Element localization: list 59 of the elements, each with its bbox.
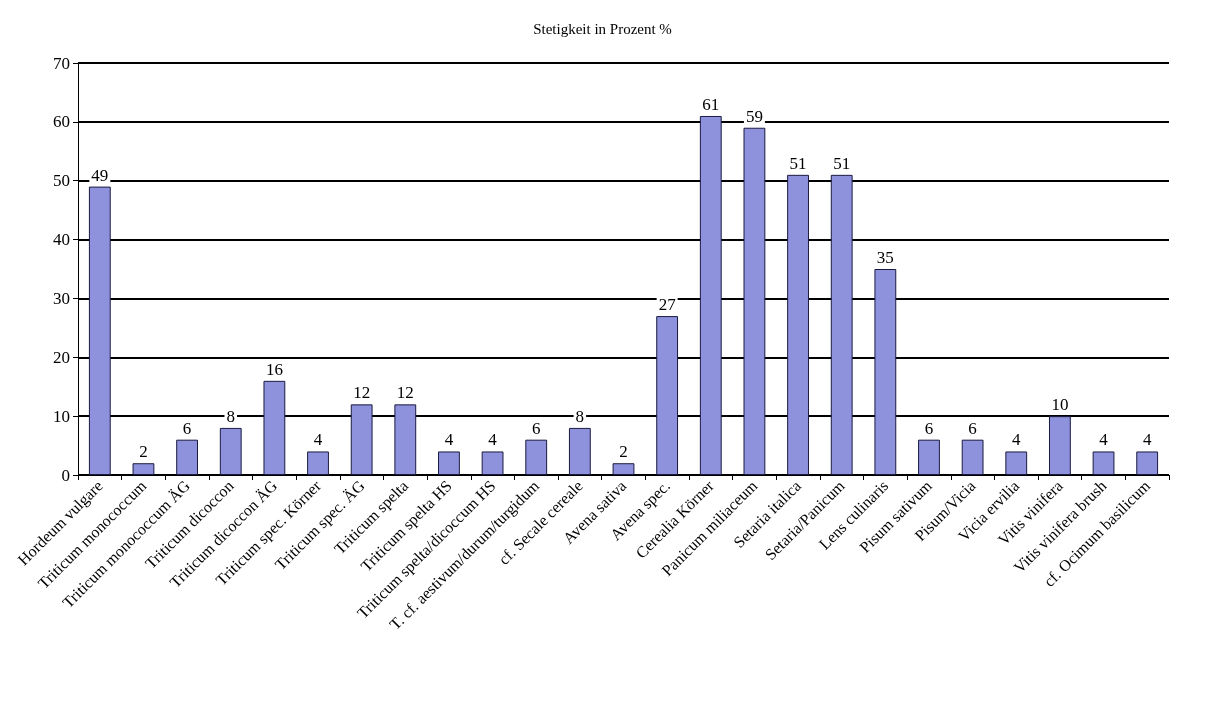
data-label: 4 — [444, 430, 454, 450]
bar — [612, 463, 635, 475]
bar — [88, 186, 111, 475]
data-label: 6 — [968, 418, 977, 438]
bar — [263, 380, 286, 475]
y-tick-label: 20 — [53, 347, 70, 367]
bar — [787, 174, 809, 475]
bar — [481, 451, 504, 475]
bar — [438, 451, 460, 475]
data-label: 4 — [313, 430, 323, 450]
y-tick-label: 30 — [53, 288, 70, 308]
data-label: 12 — [353, 383, 371, 403]
data-label: 8 — [575, 406, 585, 426]
data-label: 2 — [139, 442, 148, 462]
data-label: 4 — [1012, 430, 1022, 450]
data-label: 51 — [789, 153, 807, 173]
bar — [830, 174, 853, 475]
bar — [743, 127, 766, 475]
bar — [568, 427, 591, 475]
data-label: 10 — [1051, 395, 1069, 415]
data-label: 35 — [876, 248, 894, 267]
bar — [1136, 451, 1159, 475]
chart-title: Stetigkeit in Prozent % — [533, 20, 672, 37]
data-label: 27 — [658, 295, 677, 315]
y-tick-label: 70 — [53, 53, 70, 73]
data-label: 59 — [745, 106, 763, 126]
bar — [394, 404, 417, 475]
bar — [1092, 451, 1115, 475]
bar — [961, 439, 984, 475]
bar — [1005, 451, 1028, 475]
bar — [219, 427, 242, 475]
data-label: 8 — [226, 406, 235, 426]
data-label: 4 — [1142, 430, 1152, 450]
bar — [1048, 416, 1071, 475]
bar — [307, 451, 329, 475]
y-tick-label: 60 — [53, 112, 70, 132]
data-label: 61 — [702, 94, 720, 114]
y-tick-label: 40 — [53, 230, 70, 250]
bar — [176, 439, 199, 475]
data-label: 6 — [531, 418, 541, 438]
data-label: 6 — [924, 418, 934, 438]
data-label: 12 — [396, 383, 414, 403]
data-label: 16 — [265, 359, 283, 379]
data-label: 2 — [619, 442, 628, 462]
bar — [656, 316, 679, 475]
bar — [699, 115, 722, 475]
data-label: 4 — [488, 430, 498, 450]
data-label: 51 — [833, 153, 851, 173]
bar — [132, 463, 155, 475]
y-tick-label: 50 — [53, 171, 70, 191]
bar — [918, 439, 940, 475]
bar — [350, 404, 373, 475]
data-label: 4 — [1099, 430, 1109, 450]
bar — [525, 439, 548, 475]
y-tick-label: 0 — [61, 465, 70, 485]
data-label: 49 — [91, 165, 109, 185]
bar — [874, 269, 897, 475]
y-tick-label: 10 — [53, 406, 70, 426]
data-label: 6 — [182, 418, 192, 438]
